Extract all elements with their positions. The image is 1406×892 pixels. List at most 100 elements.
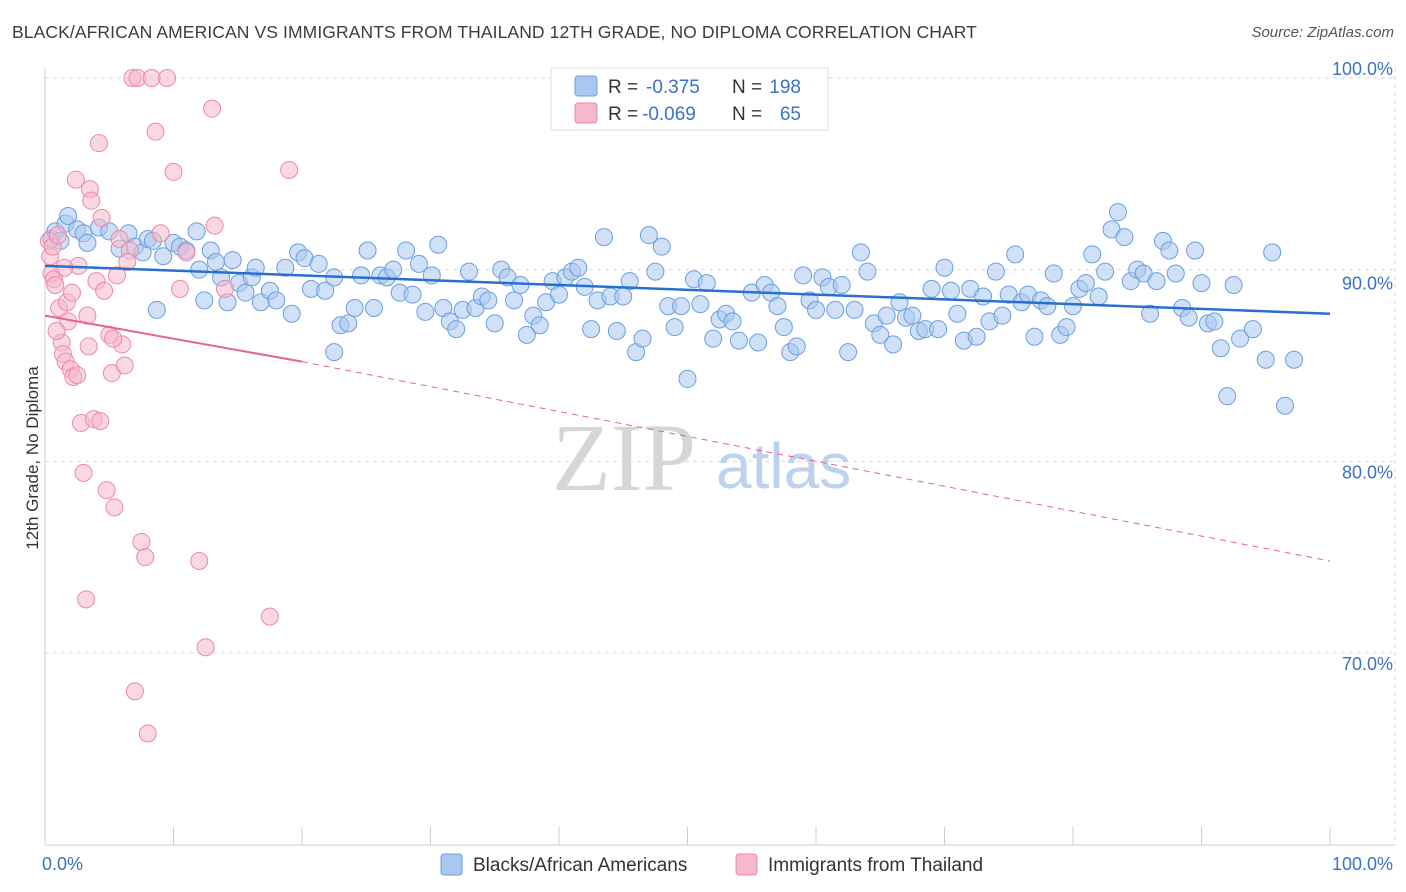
point-blacks: [276, 258, 295, 277]
point-blacks: [884, 335, 903, 354]
point-thailand: [74, 463, 93, 482]
point-blacks: [569, 258, 588, 277]
point-thailand: [158, 69, 177, 87]
trend-lines: [44, 264, 1331, 562]
point-blacks: [1064, 297, 1082, 316]
trend-line-thailand-dashed: [301, 361, 1331, 562]
point-blacks: [1211, 339, 1230, 358]
axes: [44, 68, 1395, 846]
point-blacks: [147, 300, 166, 319]
point-blacks: [1186, 241, 1205, 260]
point-blacks: [787, 337, 806, 356]
point-blacks: [190, 260, 209, 279]
bottom-legend-swatch-blue: [440, 853, 463, 876]
point-thailand: [136, 548, 155, 567]
trend-line-thailand-solid: [44, 314, 303, 363]
point-blacks: [697, 274, 716, 293]
point-blacks: [646, 262, 665, 281]
point-blacks: [485, 314, 504, 333]
series-legend: Blacks/African Americans Immigrants from…: [440, 853, 983, 876]
watermark-zip: ZIP: [552, 404, 696, 511]
point-thailand: [77, 590, 96, 609]
point-blacks: [672, 297, 691, 316]
point-blacks: [345, 299, 364, 317]
point-blacks: [1256, 350, 1275, 369]
point-blacks: [1231, 329, 1250, 348]
legend-r-value-1: -0.375: [646, 77, 700, 98]
point-blacks: [903, 306, 922, 325]
point-thailand: [110, 230, 129, 248]
point-blacks: [594, 228, 613, 247]
point-blacks: [774, 318, 793, 337]
point-blacks: [1083, 245, 1102, 264]
point-thailand: [151, 224, 170, 243]
point-blacks: [364, 299, 383, 317]
point-blacks: [948, 304, 967, 323]
point-thailand: [142, 69, 161, 87]
point-blacks: [352, 266, 371, 285]
series-thailand-points: [39, 69, 299, 743]
point-thailand: [104, 329, 123, 348]
point-thailand: [132, 532, 151, 551]
series-blacks-points: [42, 203, 1304, 415]
point-blacks: [416, 302, 435, 321]
point-thailand: [91, 412, 110, 431]
point-blacks: [1089, 287, 1108, 306]
point-thailand: [97, 481, 116, 500]
point-blacks: [316, 281, 335, 300]
point-blacks: [1006, 245, 1025, 264]
bottom-legend-label-blue: Blacks/African Americans: [473, 855, 687, 876]
point-blacks: [187, 222, 206, 241]
point-thailand: [205, 216, 224, 235]
point-blacks: [704, 329, 723, 348]
point-blacks: [309, 254, 328, 273]
point-blacks: [967, 327, 986, 346]
point-thailand: [170, 279, 189, 298]
point-blacks: [246, 258, 265, 277]
point-blacks: [1057, 318, 1076, 337]
point-thailand: [177, 243, 196, 262]
legend-swatch-pink: [574, 102, 598, 124]
point-blacks: [691, 295, 710, 314]
point-blacks: [652, 237, 671, 256]
point-thailand: [89, 134, 108, 153]
point-thailand: [146, 122, 165, 141]
point-blacks: [723, 312, 742, 331]
point-blacks: [665, 318, 684, 337]
point-blacks: [639, 226, 658, 245]
legend-swatch-blue: [574, 75, 598, 97]
legend-r-value-2: -0.069: [642, 104, 696, 125]
point-blacks: [78, 233, 97, 252]
point-blacks: [479, 291, 498, 310]
point-thailand: [46, 276, 65, 294]
point-blacks: [223, 251, 242, 270]
legend-n-label-2: N =: [732, 104, 762, 125]
point-thailand: [95, 281, 114, 300]
point-blacks: [858, 262, 877, 281]
point-blacks: [1044, 264, 1063, 283]
point-blacks: [871, 325, 890, 344]
point-blacks: [1179, 308, 1198, 327]
point-thailand: [48, 226, 67, 245]
point-blacks: [384, 260, 403, 279]
watermark: ZIP atlas: [552, 404, 851, 511]
point-blacks: [851, 243, 870, 262]
bottom-legend-label-pink: Immigrants from Thailand: [768, 855, 983, 876]
point-blacks: [678, 369, 697, 388]
point-thailand: [47, 322, 66, 340]
point-blacks: [1141, 304, 1160, 323]
y-tick-label: 80.0%: [1342, 462, 1393, 482]
point-blacks: [1025, 327, 1044, 346]
point-thailand: [79, 337, 98, 356]
legend-r-label-2: R =: [608, 104, 638, 125]
point-blacks: [397, 241, 416, 260]
point-thailand: [105, 498, 124, 517]
point-blacks: [1263, 243, 1282, 262]
point-blacks: [1166, 264, 1185, 283]
point-blacks: [282, 304, 301, 323]
point-thailand: [260, 607, 279, 626]
point-blacks: [550, 285, 568, 304]
bottom-legend-swatch-pink: [735, 853, 758, 876]
x-tick-label-max: 100.0%: [1332, 854, 1393, 874]
